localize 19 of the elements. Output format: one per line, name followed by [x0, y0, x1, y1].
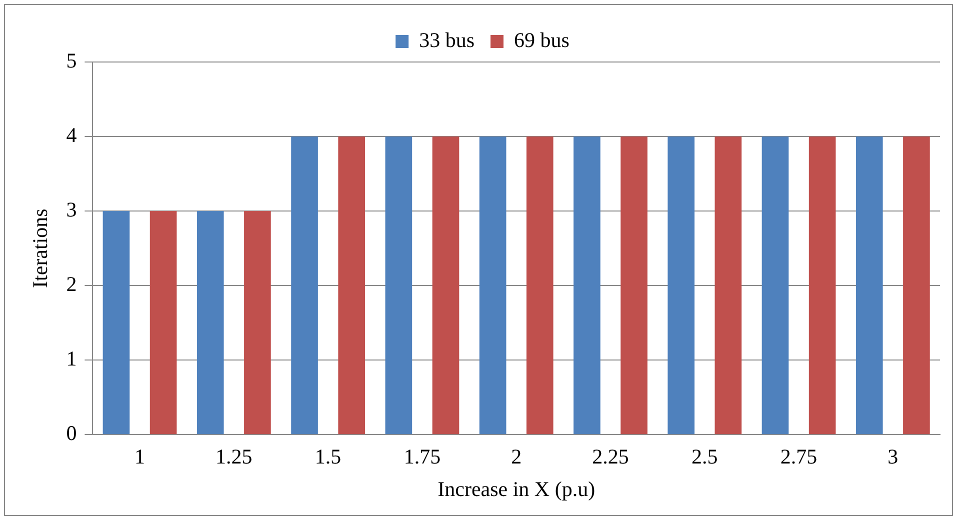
x-axis-title: Increase in X (p.u) — [438, 476, 596, 501]
x-tick-label: 2.75 — [780, 444, 818, 469]
y-axis-title: Iterations — [28, 208, 52, 288]
y-tick-label: 3 — [66, 198, 77, 222]
x-tick-label: 1.25 — [216, 444, 252, 469]
y-tick-label: 1 — [66, 346, 77, 371]
x-tick-label: 1 — [134, 444, 146, 469]
legend-label: 69 bus — [514, 28, 570, 52]
legend-label: 33 bus — [419, 28, 475, 52]
x-tick-label: 1.5 — [314, 444, 342, 469]
x-tick-label: 2.25 — [592, 444, 629, 469]
x-tick-label: 2 — [511, 444, 522, 469]
y-tick-label: 5 — [66, 48, 77, 73]
x-tick-label: 1.75 — [404, 444, 441, 469]
y-tick-label: 0 — [66, 421, 77, 446]
y-tick-label: 4 — [66, 123, 78, 148]
y-tick-label: 2 — [66, 272, 77, 296]
x-tick-label: 3 — [888, 444, 898, 469]
x-tick-label: 2.5 — [692, 444, 718, 469]
